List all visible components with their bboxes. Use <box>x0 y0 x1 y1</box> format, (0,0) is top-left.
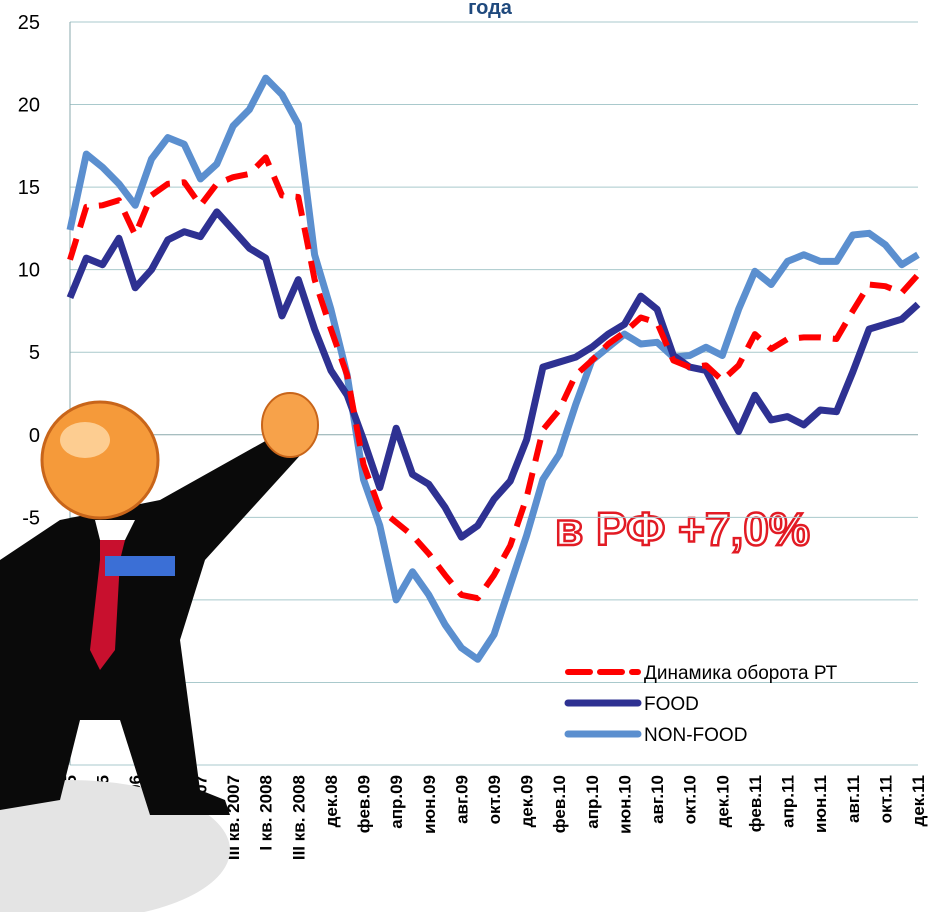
legend-label: FOOD <box>644 694 699 715</box>
figure-head-shine <box>60 422 110 458</box>
x-tick-label: апр.10 <box>583 775 602 829</box>
x-tick-label: фев.09 <box>355 775 374 833</box>
y-tick-label: 25 <box>18 12 40 34</box>
x-tick-label: окт.11 <box>876 775 895 823</box>
legend-label: Динамика оборота РТ <box>644 663 838 684</box>
legend-label: NON-FOOD <box>644 725 747 746</box>
x-tick-label: дек.11 <box>909 775 928 826</box>
x-tick-label: дек.08 <box>322 775 341 827</box>
x-tick-label: июн.11 <box>811 775 830 833</box>
x-tick-label: авг.11 <box>844 775 863 823</box>
figure-head <box>42 402 158 518</box>
x-tick-label: фев.10 <box>550 775 569 833</box>
figure-badge <box>105 556 175 576</box>
x-tick-label: авг.09 <box>452 775 471 824</box>
y-tick-label: 10 <box>18 260 40 282</box>
figure-hand <box>262 393 318 457</box>
x-tick-label: III кв. 2008 <box>289 775 308 860</box>
y-tick-label: -5 <box>22 507 40 529</box>
chart: года в РФ +7,0% -20-15-10-50510152025I к… <box>0 0 934 912</box>
y-tick-label: 15 <box>18 177 40 199</box>
x-tick-label: июн.10 <box>615 775 634 834</box>
x-tick-label: апр.09 <box>387 775 406 829</box>
x-tick-label: фев.11 <box>746 775 765 832</box>
x-tick-label: окт.09 <box>485 775 504 824</box>
x-tick-label: июн.09 <box>420 775 439 834</box>
x-tick-label: апр.11 <box>779 775 798 828</box>
x-tick-label: I кв. 2008 <box>257 775 276 851</box>
y-tick-label: 0 <box>29 425 40 447</box>
y-tick-label: 5 <box>29 342 40 364</box>
x-tick-label: дек.09 <box>518 775 537 827</box>
y-tick-label: 20 <box>18 95 40 117</box>
x-tick-label: окт.10 <box>681 775 700 824</box>
chart-title: года <box>468 0 513 19</box>
x-tick-label: дек.10 <box>713 775 732 827</box>
annotation: в РФ +7,0% <box>555 503 810 555</box>
x-tick-label: авг.10 <box>648 775 667 824</box>
